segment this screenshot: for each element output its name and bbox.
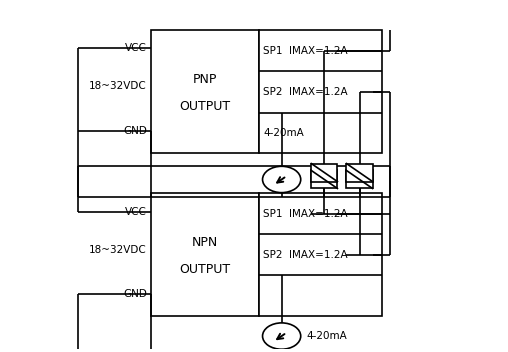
Bar bbox=[311, 164, 337, 182]
Text: NPN: NPN bbox=[192, 236, 218, 249]
Text: SP2  IMAX=1.2A: SP2 IMAX=1.2A bbox=[263, 87, 347, 97]
Bar bbox=[346, 170, 372, 188]
Text: OUTPUT: OUTPUT bbox=[179, 100, 231, 113]
Circle shape bbox=[263, 166, 301, 193]
Bar bbox=[259, 193, 382, 316]
Text: GND: GND bbox=[123, 126, 147, 136]
Text: 4-20mA: 4-20mA bbox=[307, 331, 347, 341]
Text: GND: GND bbox=[123, 289, 147, 300]
Text: 4-20mA: 4-20mA bbox=[263, 128, 304, 138]
Bar bbox=[151, 31, 259, 153]
Text: SP2  IMAX=1.2A: SP2 IMAX=1.2A bbox=[263, 250, 347, 260]
Text: 18~32VDC: 18~32VDC bbox=[89, 81, 147, 91]
Text: SP1  IMAX=1.2A: SP1 IMAX=1.2A bbox=[263, 209, 347, 219]
Text: OUTPUT: OUTPUT bbox=[179, 263, 231, 276]
Bar bbox=[259, 31, 382, 153]
Circle shape bbox=[263, 323, 301, 349]
Bar bbox=[311, 170, 337, 188]
Text: PNP: PNP bbox=[193, 73, 217, 86]
Text: VCC: VCC bbox=[125, 43, 147, 53]
Bar bbox=[151, 193, 259, 316]
Text: 18~32VDC: 18~32VDC bbox=[89, 245, 147, 255]
Text: VCC: VCC bbox=[125, 207, 147, 218]
Bar bbox=[346, 164, 372, 182]
Text: SP1  IMAX=1.2A: SP1 IMAX=1.2A bbox=[263, 46, 347, 56]
